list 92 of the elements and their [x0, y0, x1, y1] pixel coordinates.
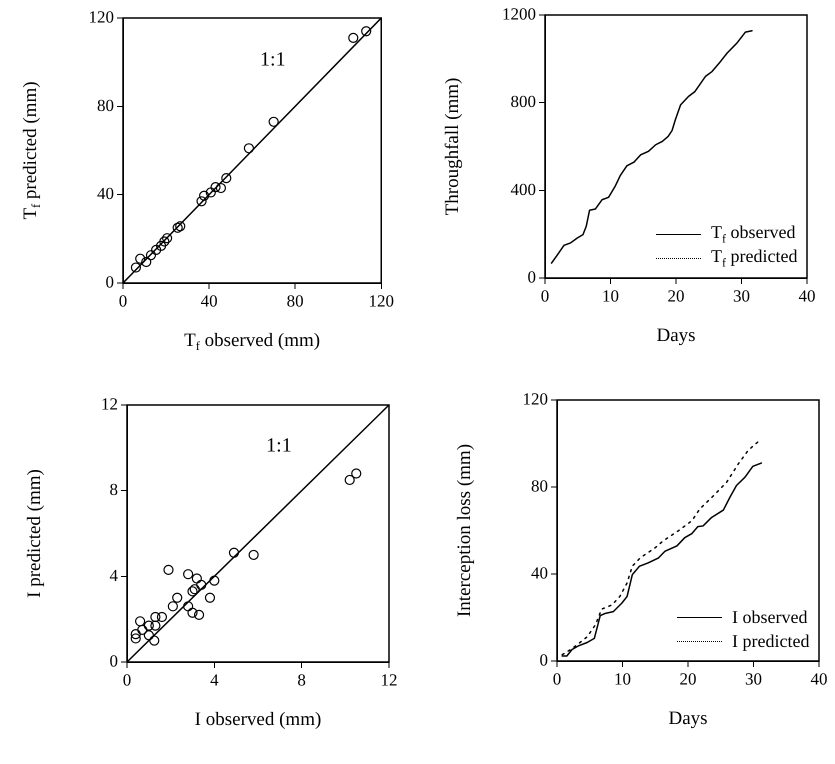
x-tick-label: 30: [733, 286, 750, 306]
y-axis-title: I predicted (mm): [24, 469, 45, 598]
point: [144, 630, 154, 640]
y-tick-label: 80: [531, 476, 548, 496]
point: [150, 620, 160, 631]
y-tick-label: 0: [110, 651, 118, 670]
point: [206, 187, 216, 198]
point: [172, 592, 182, 603]
legend-label: I predicted: [732, 630, 810, 652]
point: [196, 196, 207, 206]
y-tick-label: 1200: [502, 4, 536, 24]
point: [130, 629, 141, 640]
y-tick-label: 80: [97, 96, 114, 115]
point: [248, 550, 259, 560]
point: [192, 573, 202, 584]
point: [194, 610, 204, 620]
point: [183, 569, 194, 580]
x-tick-label: 4: [210, 670, 220, 690]
x-tick-label: 40: [200, 292, 218, 311]
point: [137, 624, 148, 635]
point: [344, 474, 355, 486]
y-tick-label: 800: [510, 92, 536, 112]
point: [130, 262, 142, 273]
y-tick-label: 4: [110, 566, 118, 585]
x-tick-label: 12: [380, 670, 398, 690]
point: [162, 233, 172, 244]
y-axis-title: Tf predicted (mm): [20, 81, 43, 220]
y-tick-label: 40: [97, 184, 114, 204]
y-axis-title: Throughfall (mm): [442, 78, 463, 216]
point: [156, 240, 166, 251]
point: [209, 576, 220, 586]
x-tick-label: 0: [122, 670, 132, 690]
point: [163, 564, 174, 576]
annotation: 1:1: [266, 434, 292, 456]
x-tick-label: 40: [798, 286, 816, 306]
point: [351, 468, 362, 479]
y-tick-label: 12: [101, 394, 118, 414]
x-tick-label: 8: [297, 670, 306, 690]
point: [135, 616, 146, 626]
point: [175, 221, 186, 232]
point: [210, 182, 221, 192]
x-axis-title: Days: [668, 708, 708, 729]
point: [228, 548, 240, 558]
legend-label: I observed: [732, 606, 808, 628]
x-axis-title: Days: [656, 324, 696, 346]
point: [187, 586, 198, 596]
point: [168, 601, 178, 612]
legend-label: T$_{f}$ observed: [711, 222, 796, 246]
x-tick-label: 30: [745, 670, 762, 689]
point: [221, 173, 232, 184]
y-tick-label: 0: [540, 650, 548, 670]
point: [159, 236, 170, 247]
x-tick-label: 20: [668, 286, 684, 306]
x-tick-label: 20: [680, 670, 696, 689]
point: [141, 256, 152, 268]
point: [204, 592, 216, 603]
point: [146, 250, 156, 260]
y-tick-label: 120: [522, 389, 548, 408]
x-axis-title: I observed (mm): [194, 708, 322, 730]
point: [361, 26, 372, 36]
y-tick-label: 40: [531, 563, 548, 582]
point: [151, 244, 162, 255]
legend-label: T$_{f}$ predicted: [711, 246, 798, 270]
point: [144, 620, 154, 631]
y-tick-label: 0: [528, 267, 536, 286]
y-tick-label: 8: [110, 480, 118, 500]
point: [187, 608, 198, 618]
x-tick-label: 10: [614, 670, 631, 689]
point: [216, 182, 226, 194]
x-tick-label: 80: [286, 292, 304, 311]
y-tick-label: 400: [510, 180, 536, 199]
point: [130, 633, 141, 644]
y-tick-label: 0: [106, 272, 114, 292]
point: [199, 190, 210, 201]
point: [183, 601, 194, 612]
x-tick-label: 120: [368, 292, 394, 311]
y-axis-title: Interception loss (mm): [454, 444, 475, 618]
point: [268, 116, 279, 127]
point: [348, 32, 358, 43]
x-tick-label: 0: [552, 670, 562, 689]
annotation: 1:1: [260, 48, 286, 71]
point: [150, 612, 160, 622]
point: [172, 222, 183, 233]
point: [190, 584, 200, 594]
point: [149, 635, 160, 646]
point: [135, 254, 146, 264]
point: [156, 612, 168, 622]
point: [196, 580, 206, 590]
x-tick-label: 10: [602, 286, 619, 306]
y-tick-label: 120: [88, 7, 114, 26]
x-tick-label: 40: [810, 670, 828, 689]
point: [244, 143, 254, 154]
